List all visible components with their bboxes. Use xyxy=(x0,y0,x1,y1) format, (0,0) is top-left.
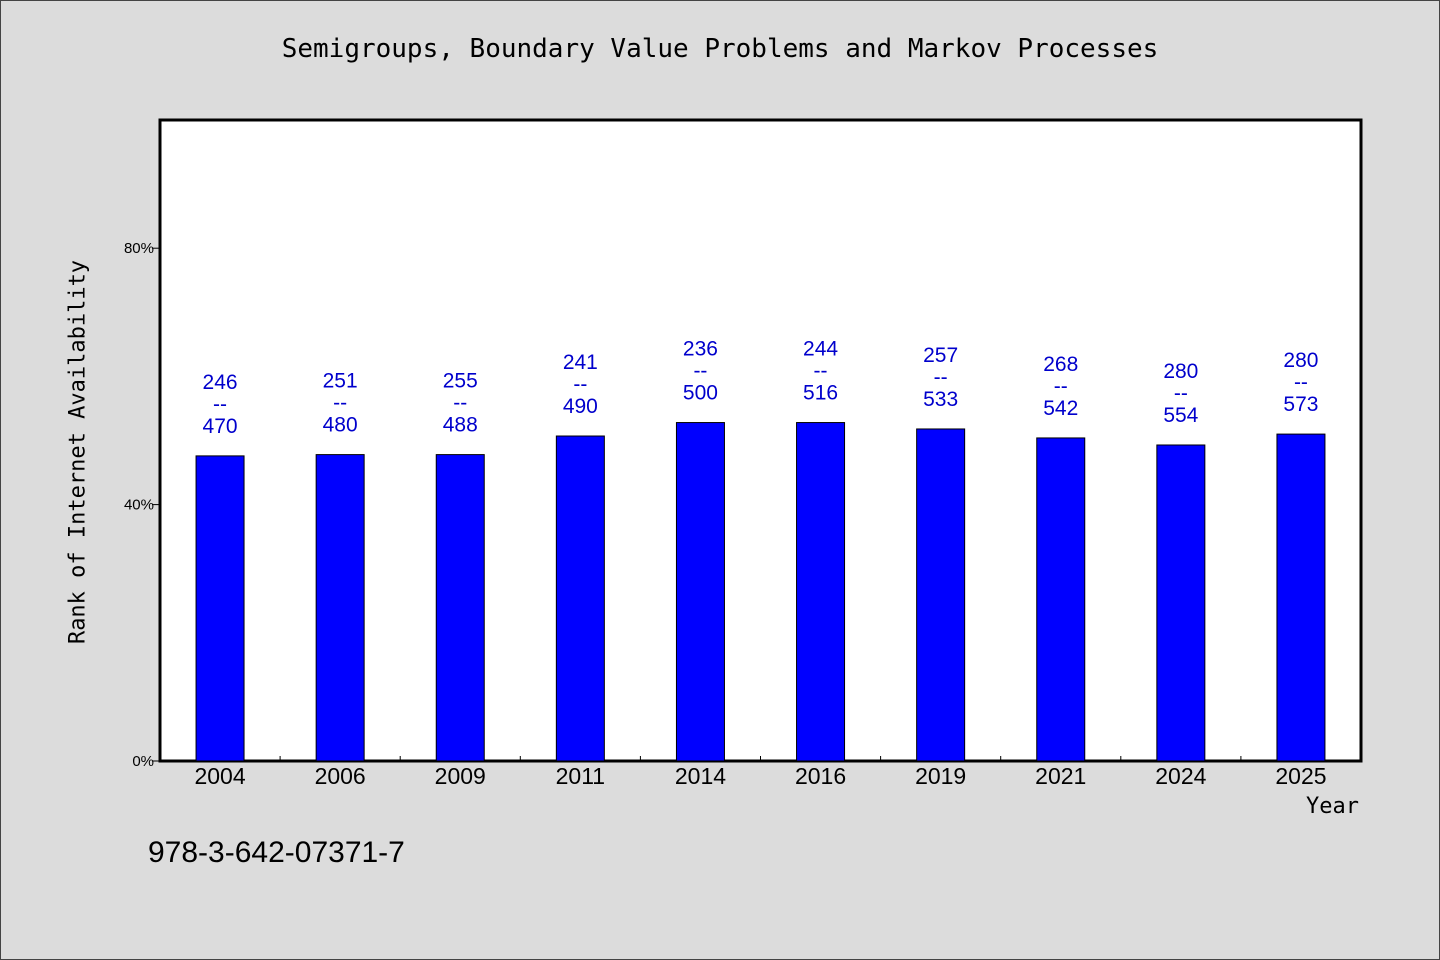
bar-label-bottom: 480 xyxy=(323,414,358,437)
bar-label-separator: -- xyxy=(213,393,227,416)
x-tick-label: 2009 xyxy=(435,763,486,789)
isbn-label: 978-3-642-07371-7 xyxy=(148,836,405,869)
bar-label-bottom: 533 xyxy=(923,388,958,411)
x-tick-label: 2025 xyxy=(1275,763,1326,789)
chart-title: Semigroups, Boundary Value Problems and … xyxy=(281,34,1159,64)
x-tick-label: 2006 xyxy=(315,763,366,789)
x-tick-label: 2014 xyxy=(675,763,726,789)
bar xyxy=(1276,433,1326,762)
bar xyxy=(195,455,245,762)
bar-label-bottom: 500 xyxy=(683,382,718,405)
bar-label-separator: -- xyxy=(934,366,948,389)
bar-label-top: 244 xyxy=(803,338,838,361)
x-axis-label: Year xyxy=(1306,794,1359,819)
x-tick-label: 2021 xyxy=(1035,763,1086,789)
bar-label-separator: -- xyxy=(573,373,587,396)
x-tick-label: 2019 xyxy=(915,763,966,789)
x-tick-label: 2024 xyxy=(1155,763,1206,789)
bar xyxy=(1036,437,1086,762)
bar-label-bottom: 573 xyxy=(1283,393,1318,416)
bar-label-bottom: 470 xyxy=(203,415,238,438)
bar-label-separator: -- xyxy=(693,360,707,383)
bar-label-bottom: 554 xyxy=(1163,404,1198,427)
bar xyxy=(315,454,365,762)
y-tick-label: 0% xyxy=(132,753,154,770)
axis-ticks: 0% 40% 80% xyxy=(124,240,1242,770)
bar-label-separator: -- xyxy=(1054,375,1068,398)
y-tick-label: 40% xyxy=(124,497,154,514)
bar-label-top: 257 xyxy=(923,344,958,367)
bar-label-separator: -- xyxy=(333,392,347,415)
bar-labels: 2004246--4702006251--4802009255--4882011… xyxy=(194,338,1326,789)
bar-label-separator: -- xyxy=(814,360,828,383)
x-tick-label: 2004 xyxy=(194,763,245,789)
bar xyxy=(916,428,966,762)
bar-label-top: 241 xyxy=(563,351,598,374)
x-tick-label: 2016 xyxy=(795,763,846,789)
bar-label-separator: -- xyxy=(453,392,467,415)
bar-label-top: 255 xyxy=(443,370,478,393)
bar xyxy=(675,422,725,762)
bar-label-top: 280 xyxy=(1283,349,1318,372)
bar xyxy=(796,422,846,762)
bar-label-top: 236 xyxy=(683,338,718,361)
bar-label-top: 251 xyxy=(323,370,358,393)
bar xyxy=(1156,444,1206,762)
bar-label-bottom: 488 xyxy=(443,414,478,437)
bars xyxy=(195,422,1326,762)
bar-label-separator: -- xyxy=(1294,371,1308,394)
bar-label-bottom: 490 xyxy=(563,395,598,418)
bar xyxy=(435,454,485,762)
y-tick-label: 80% xyxy=(124,240,154,257)
bar-label-bottom: 516 xyxy=(803,382,838,405)
bar-label-top: 268 xyxy=(1043,353,1078,376)
bar-label-bottom: 542 xyxy=(1043,397,1078,420)
x-tick-label: 2011 xyxy=(556,763,605,789)
bar-label-top: 246 xyxy=(203,371,238,394)
bar-label-top: 280 xyxy=(1163,360,1198,383)
bar xyxy=(555,435,605,762)
bar-label-separator: -- xyxy=(1174,382,1188,405)
